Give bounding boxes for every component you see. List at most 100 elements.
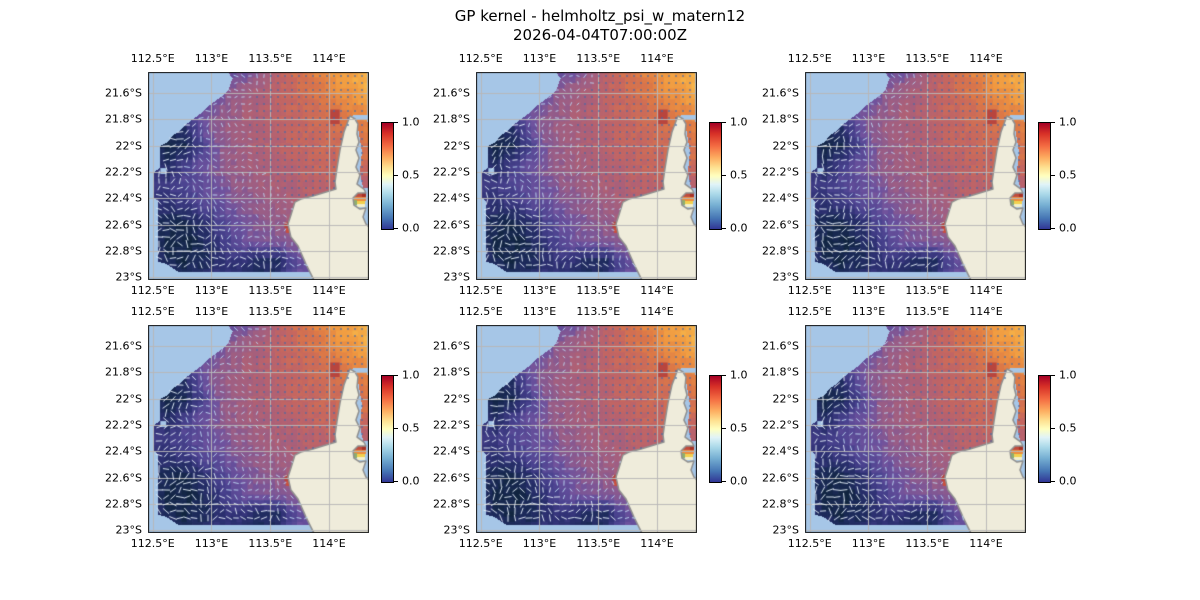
x-tick-label: 113°E xyxy=(194,284,229,297)
x-tick-label: 113.5°E xyxy=(905,537,950,550)
x-tick-label: 113°E xyxy=(194,537,229,550)
colorbar-tick xyxy=(1051,122,1055,123)
y-tick-label: 22°S xyxy=(115,139,142,153)
y-tick-label: 22.4°S xyxy=(762,444,799,458)
x-tick-label: 114°E xyxy=(312,52,346,65)
colorbar-tick xyxy=(394,228,398,229)
y-tick-label: 21.6°S xyxy=(105,86,142,100)
map-subplot-sample-2: 112.5°E 113°E 113.5°E 114°E 112.5°E 113°E 113.… xyxy=(433,52,747,297)
y-tick-label: 22.2°S xyxy=(762,165,799,179)
y-tick-label: 21.8°S xyxy=(433,365,470,379)
colorbar xyxy=(1038,375,1051,483)
y-tick-label: 22°S xyxy=(772,392,799,406)
colorbar-tick-label: 1.0 xyxy=(1059,115,1077,129)
x-tick-label: 112.5°E xyxy=(787,305,832,318)
colorbar-tick xyxy=(722,481,726,482)
colorbar-tick xyxy=(394,428,398,429)
x-tick-label: 112.5°E xyxy=(787,537,832,550)
x-tick-label: 113.5°E xyxy=(576,52,621,65)
colorbar-tick xyxy=(394,175,398,176)
y-tick-label: 22°S xyxy=(443,139,470,153)
colorbar-tick-label: 0.5 xyxy=(402,421,420,435)
y-tick-label: 22.8°S xyxy=(762,497,799,511)
y-tick-label: 22.4°S xyxy=(433,191,470,205)
x-tick-label: 112.5°E xyxy=(458,305,503,318)
x-tick-label: 113°E xyxy=(522,52,557,65)
x-tick-label: 114°E xyxy=(640,537,674,550)
colorbar xyxy=(709,122,722,230)
y-tick-label: 21.8°S xyxy=(105,365,142,379)
x-tick-label: 113.5°E xyxy=(248,537,293,550)
y-tick-label: 22.2°S xyxy=(762,418,799,432)
y-tick-label: 22.2°S xyxy=(433,165,470,179)
y-tick-label: 22.6°S xyxy=(433,218,470,232)
x-tick-label: 113.5°E xyxy=(576,537,621,550)
x-tick-label: 112.5°E xyxy=(130,52,175,65)
colorbar-tick xyxy=(394,375,398,376)
x-tick-label: 113.5°E xyxy=(576,284,621,297)
y-tick-label: 22.2°S xyxy=(105,165,142,179)
y-tick-label: 21.8°S xyxy=(762,112,799,126)
map-canvas xyxy=(805,72,1026,280)
colorbar-tick xyxy=(394,122,398,123)
x-tick-label: 114°E xyxy=(312,537,346,550)
y-tick-label: 22.2°S xyxy=(105,418,142,432)
map-canvas xyxy=(476,72,697,280)
x-tick-label: 112.5°E xyxy=(458,52,503,65)
map-subplot-sample-5: 112.5°E 113°E 113.5°E 114°E 112.5°E 113°E 113.… xyxy=(433,305,747,550)
colorbar-tick-label: 0.0 xyxy=(1059,474,1077,488)
y-tick-label: 22.6°S xyxy=(433,471,470,485)
x-tick-label: 113.5°E xyxy=(248,52,293,65)
x-tick-label: 113°E xyxy=(194,305,229,318)
x-tick-label: 113°E xyxy=(522,537,557,550)
x-tick-label: 113°E xyxy=(194,52,229,65)
x-tick-label: 112.5°E xyxy=(458,537,503,550)
y-tick-label: 23°S xyxy=(115,270,142,284)
y-tick-label: 22.6°S xyxy=(105,218,142,232)
colorbar-tick-label: 0.5 xyxy=(730,421,748,435)
y-tick-label: 21.6°S xyxy=(105,339,142,353)
x-tick-label: 112.5°E xyxy=(130,305,175,318)
x-tick-label: 113°E xyxy=(522,305,557,318)
colorbar-tick xyxy=(1051,175,1055,176)
y-tick-label: 23°S xyxy=(115,523,142,537)
map-canvas xyxy=(148,325,369,533)
colorbar-tick-label: 1.0 xyxy=(1059,368,1077,382)
colorbar-tick-label: 0.0 xyxy=(402,221,420,235)
x-tick-label: 114°E xyxy=(969,305,1003,318)
x-tick-label: 112.5°E xyxy=(130,284,175,297)
y-tick-label: 21.8°S xyxy=(762,365,799,379)
colorbar-tick-label: 0.5 xyxy=(402,168,420,182)
x-tick-label: 114°E xyxy=(312,284,346,297)
colorbar-tick xyxy=(394,481,398,482)
colorbar-tick-label: 1.0 xyxy=(730,368,748,382)
x-tick-label: 112.5°E xyxy=(787,284,832,297)
y-tick-label: 22.8°S xyxy=(105,497,142,511)
colorbar-tick xyxy=(1051,481,1055,482)
colorbar-tick xyxy=(1051,428,1055,429)
colorbar xyxy=(381,375,394,483)
map-canvas xyxy=(148,72,369,280)
colorbar-tick xyxy=(1051,375,1055,376)
y-tick-label: 21.8°S xyxy=(105,112,142,126)
y-tick-label: 22.6°S xyxy=(762,471,799,485)
colorbar-tick xyxy=(722,122,726,123)
x-tick-label: 114°E xyxy=(640,305,674,318)
figure-title-line2: 2026-04-04T07:00:00Z xyxy=(513,26,687,44)
x-tick-label: 113°E xyxy=(851,305,886,318)
colorbar-tick-label: 0.5 xyxy=(1059,421,1077,435)
y-tick-label: 21.6°S xyxy=(762,339,799,353)
colorbar xyxy=(1038,122,1051,230)
y-tick-label: 22.4°S xyxy=(105,191,142,205)
x-tick-label: 113.5°E xyxy=(248,305,293,318)
x-tick-label: 113°E xyxy=(851,284,886,297)
colorbar xyxy=(709,375,722,483)
x-tick-label: 114°E xyxy=(969,284,1003,297)
colorbar-tick-label: 0.0 xyxy=(730,221,748,235)
map-subplot-sample-6: 112.5°E 113°E 113.5°E 114°E 112.5°E 113°E 113.… xyxy=(762,305,1076,550)
colorbar xyxy=(381,122,394,230)
y-tick-label: 22.8°S xyxy=(105,244,142,258)
y-tick-label: 22°S xyxy=(115,392,142,406)
map-canvas xyxy=(476,325,697,533)
